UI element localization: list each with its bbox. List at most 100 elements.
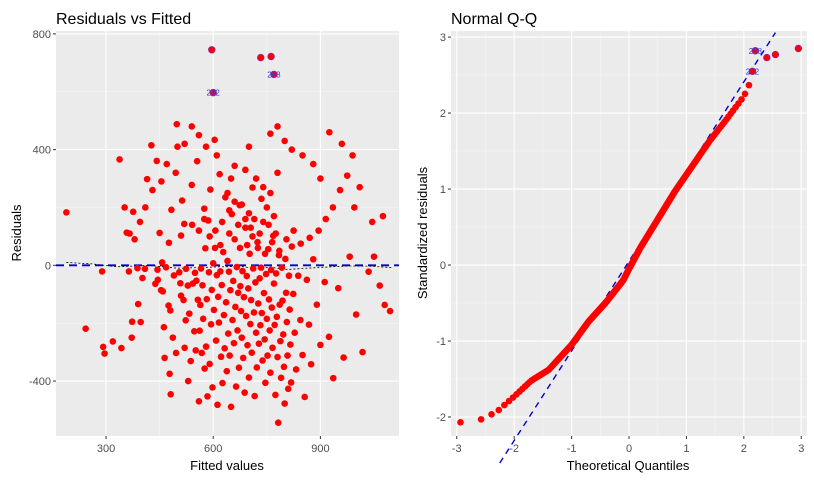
data-point: [188, 123, 196, 130]
data-point: [219, 379, 226, 387]
data-point: [208, 286, 216, 294]
data-point: [82, 325, 89, 332]
data-point: [219, 248, 227, 256]
data-point: [254, 300, 262, 307]
data-point: [376, 282, 384, 289]
data-point: [212, 337, 220, 344]
data-point: [175, 268, 183, 276]
data-point: [245, 209, 253, 217]
data-point: [197, 301, 204, 309]
data-point: [254, 244, 262, 252]
data-point: [206, 233, 213, 240]
data-point: [325, 333, 333, 341]
data-point: [273, 313, 281, 321]
data-point: [297, 240, 305, 247]
data-point: [258, 195, 265, 203]
data-point: [218, 218, 226, 226]
labeled-point: [751, 47, 760, 55]
data-point: [237, 307, 245, 315]
data-point: [292, 366, 300, 373]
data-point: [101, 350, 108, 357]
data-point: [280, 363, 288, 371]
data-point: [272, 391, 279, 399]
y-tick-labels: -2 -1 0 1 2 3: [436, 32, 451, 424]
data-point: [136, 218, 144, 226]
data-point: [180, 220, 188, 228]
data-point: [457, 419, 464, 426]
data-point: [267, 369, 274, 376]
data-point: [199, 281, 206, 289]
data-point: [297, 316, 304, 324]
labeled-point: [209, 88, 217, 97]
data-point: [249, 265, 257, 272]
data-point: [271, 321, 278, 329]
data-point: [386, 307, 394, 315]
data-point: [211, 244, 219, 252]
x-tick-label: 1: [683, 443, 689, 455]
data-point: [118, 344, 125, 352]
data-point: [245, 143, 253, 151]
data-point: [204, 393, 211, 400]
data-point: [199, 315, 207, 323]
data-point: [349, 152, 356, 159]
y-tick-label: 3: [440, 32, 446, 44]
data-point: [365, 268, 372, 275]
labeled-point: [270, 70, 278, 79]
data-point: [63, 209, 70, 216]
data-point: [210, 306, 218, 314]
data-point: [163, 160, 171, 168]
data-point: [203, 295, 211, 303]
data-point: [191, 269, 199, 277]
data-point: [299, 351, 306, 359]
data-point: [242, 224, 249, 232]
data-point: [197, 265, 205, 272]
data-point: [217, 268, 224, 275]
data-point: [272, 270, 280, 277]
data-point: [166, 370, 173, 378]
data-point: [142, 204, 149, 211]
data-point: [256, 230, 263, 237]
x-tick-label: 900: [311, 443, 329, 455]
data-point: [243, 272, 251, 280]
data-point: [299, 152, 306, 159]
data-point: [287, 379, 295, 386]
data-point: [244, 285, 252, 292]
y-tick-label: 0: [440, 260, 446, 272]
data-point: [239, 354, 247, 362]
data-point: [305, 321, 313, 328]
data-point: [259, 183, 267, 191]
data-point: [359, 348, 366, 356]
data-point: [205, 268, 213, 276]
data-point: [190, 327, 198, 335]
data-point: [229, 316, 236, 324]
data-point: [263, 315, 271, 323]
data-point: [264, 245, 272, 253]
residuals-vs-fitted-panel: Residuals vs Fitted 258 282 300 600 900 -40…: [9, 11, 399, 473]
data-point: [234, 289, 242, 297]
data-point: [177, 232, 185, 239]
data-point: [128, 334, 136, 341]
data-point: [495, 406, 503, 414]
data-point: [217, 241, 224, 249]
data-point: [230, 339, 238, 347]
x-axis-title: Fitted values: [190, 458, 264, 473]
data-point: [221, 345, 228, 352]
data-point: [336, 186, 344, 194]
data-point: [279, 297, 286, 304]
chart-title: Residuals vs Fitted: [56, 11, 191, 28]
data-point: [281, 400, 288, 407]
y-tick-label: 0: [45, 260, 51, 272]
data-point: [303, 276, 311, 284]
data-point: [177, 279, 184, 287]
data-point: [238, 201, 246, 208]
data-point: [261, 250, 269, 258]
y-tick-label: 800: [33, 29, 51, 41]
data-point: [235, 364, 243, 372]
data-point: [207, 321, 215, 328]
data-point: [180, 296, 187, 304]
data-point: [167, 391, 174, 398]
data-point: [128, 318, 136, 326]
labeled-point: [748, 67, 757, 75]
data-point: [227, 175, 235, 182]
points: [457, 81, 753, 426]
